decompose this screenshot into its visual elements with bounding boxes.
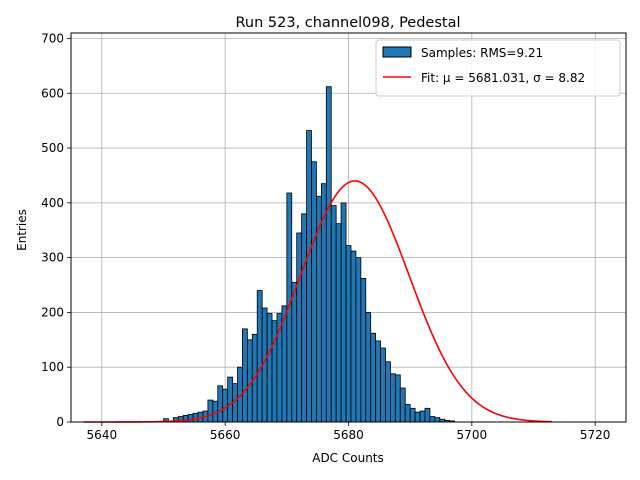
histogram-bar [217, 385, 224, 423]
histogram-bar [434, 417, 441, 423]
y-tick-label: 500 [41, 141, 64, 155]
histogram-bar [311, 161, 317, 423]
histogram-bar [291, 281, 298, 423]
histogram-bar [360, 278, 367, 423]
y-tick-label: 700 [41, 31, 64, 45]
legend-swatch-samples [382, 46, 412, 58]
histogram-bar [390, 373, 396, 423]
histogram-bar [375, 340, 381, 423]
histogram-bar [424, 407, 431, 423]
legend-label-samples: Samples: RMS=9.21 [421, 46, 543, 60]
y-tick-label: 0 [56, 415, 64, 429]
histogram-bar [385, 361, 391, 423]
x-tick-label: 5720 [580, 428, 611, 442]
axis-ticks: 5640 5660 5680 5700 5720 0 100 200 300 400 500 600 7… [41, 31, 610, 442]
histogram-bar [365, 312, 372, 423]
x-tick-label: 5660 [210, 428, 241, 442]
grid [71, 33, 626, 423]
y-tick-label: 200 [41, 305, 64, 319]
histogram-bar [399, 387, 406, 423]
histogram-bar [340, 202, 347, 423]
histogram-bar [222, 388, 229, 423]
histogram-bar [301, 213, 307, 423]
legend-box [375, 39, 621, 97]
histogram-bar [266, 313, 273, 423]
histogram-bar [296, 232, 303, 423]
histogram-bar [350, 250, 357, 423]
histogram-bar [227, 376, 233, 423]
histogram-bar [242, 328, 248, 423]
y-tick-label: 300 [41, 251, 64, 265]
histogram-bar [256, 290, 263, 423]
x-tick-label: 5680 [333, 428, 364, 442]
histogram-bar [355, 257, 362, 423]
histogram-bar [187, 413, 194, 423]
histogram-bar [380, 347, 386, 423]
histogram-bar [409, 407, 416, 423]
chart-title: Run 523, channel098, Pedestal [235, 15, 460, 31]
x-tick-label: 5700 [457, 428, 488, 442]
histogram-bar [330, 205, 337, 423]
x-tick-label: 5640 [87, 428, 118, 442]
histogram-bar [394, 374, 401, 423]
y-tick-label: 400 [41, 196, 64, 210]
histogram-bar [370, 332, 377, 423]
x-axis-title: ADC Counts [312, 451, 384, 465]
histogram-bar [207, 399, 214, 423]
histogram-bar [345, 245, 352, 423]
y-tick-label: 100 [41, 360, 64, 374]
legend: Samples: RMS=9.21 Fit: μ = 5681.031, σ =… [375, 39, 621, 97]
legend-label-fit: Fit: μ = 5681.031, σ = 8.82 [421, 71, 585, 85]
histogram-bar [335, 223, 342, 423]
histogram-bar [404, 404, 411, 423]
histogram-bar [325, 86, 332, 423]
y-axis-title: Entries [15, 209, 29, 251]
histogram-bar [419, 410, 426, 423]
histogram-bar [414, 411, 421, 423]
y-tick-label: 600 [41, 86, 64, 100]
histogram-bar [306, 130, 312, 423]
histogram-bar [429, 416, 436, 423]
